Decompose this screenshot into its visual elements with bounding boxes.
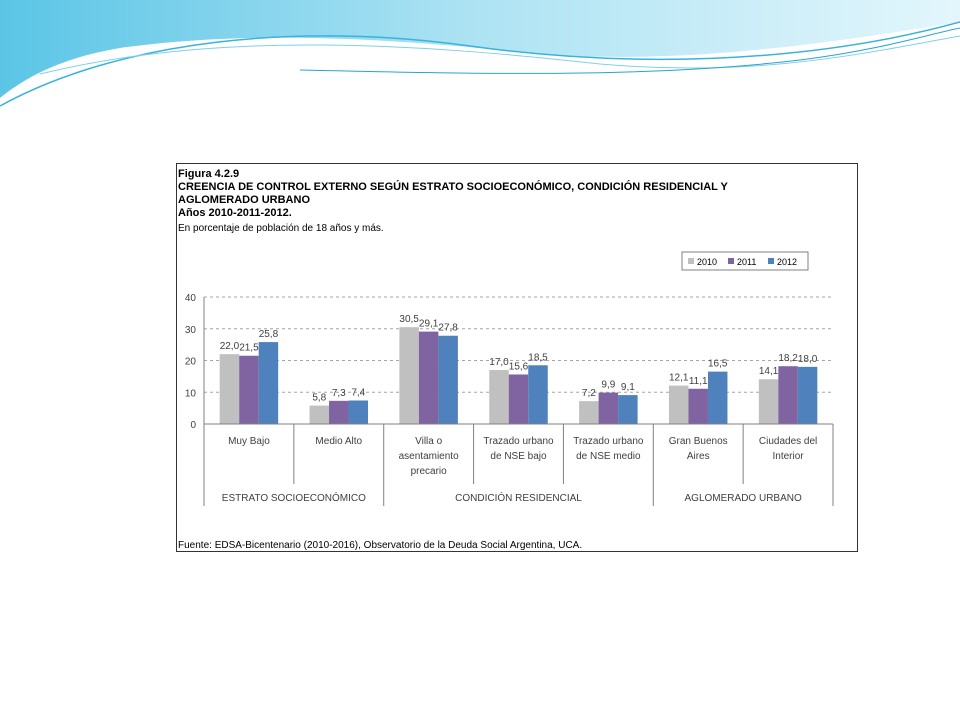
figure-title-line-2: AGLOMERADO URBANO — [178, 194, 310, 206]
bar-value-label: 16,5 — [708, 359, 728, 370]
bar — [489, 370, 509, 424]
figure-title-line-1: CREENCIA DE CONTROL EXTERNO SEGÚN ESTRAT… — [178, 181, 728, 193]
figure-source: Fuente: EDSA-Bicentenario (2010-2016), O… — [178, 540, 583, 551]
bar-value-label: 21,5 — [239, 343, 259, 354]
category-label: precario — [411, 466, 448, 477]
bar-value-label: 18,5 — [528, 352, 548, 363]
category-label: Interior — [773, 451, 805, 462]
figure-panel: Figura 4.2.9 CREENCIA DE CONTROL EXTERNO… — [176, 163, 858, 552]
legend-swatch — [768, 258, 774, 264]
figure-subtitle: En porcentaje de población de 18 años y … — [178, 223, 384, 234]
bar — [399, 327, 419, 424]
bar — [219, 354, 240, 424]
bar-value-label: 22,0 — [220, 341, 240, 352]
group-label: ESTRATO SOCIOECONÓMICO — [222, 491, 366, 504]
bar-value-label: 12,1 — [669, 373, 689, 384]
bar-value-label: 7,4 — [351, 388, 365, 399]
category-label: Ciudades del — [759, 436, 817, 447]
figure-number: Figura 4.2.9 — [178, 168, 240, 180]
bar — [508, 374, 529, 424]
legend-swatch — [688, 258, 694, 264]
bar-value-label: 18,0 — [798, 354, 818, 365]
legend-swatch — [728, 258, 734, 264]
bar — [528, 365, 548, 424]
category-label: asentamiento — [399, 451, 459, 462]
legend-box — [681, 251, 809, 271]
bar-value-label: 27,8 — [438, 323, 458, 334]
bar-value-label: 15,6 — [509, 361, 529, 372]
bar — [438, 335, 458, 424]
bar — [618, 395, 638, 424]
y-tick-label: 20 — [185, 357, 197, 368]
figure-years: Años 2010-2011-2012. — [178, 207, 292, 219]
bar — [348, 400, 369, 424]
bar — [797, 366, 818, 424]
legend-label: 2011 — [737, 257, 756, 267]
bar-value-label: 25,8 — [259, 329, 279, 340]
category-label: Trazado urbano — [573, 436, 644, 447]
bar-value-label: 9,9 — [601, 380, 615, 391]
category-label: Aires — [687, 451, 710, 462]
bar — [758, 379, 779, 424]
bar-value-label: 7,3 — [332, 388, 346, 399]
bar — [707, 371, 728, 424]
bar — [418, 331, 439, 424]
y-tick-label: 0 — [190, 420, 196, 431]
category-label: Trazado urbano — [483, 436, 554, 447]
group-label: AGLOMERADO URBANO — [685, 493, 802, 504]
decorative-wave-header — [0, 0, 960, 107]
y-tick-label: 30 — [185, 325, 197, 336]
bar-value-label: 9,1 — [621, 382, 635, 393]
bar-value-label: 14,1 — [759, 366, 779, 377]
bar-value-label: 29,1 — [419, 319, 439, 330]
bar — [239, 355, 259, 424]
bar-value-label: 18,2 — [778, 353, 798, 364]
bar-chart: 0 10 20 30 40 22,0 5,8 30,5 17,0 7,2 12,1 14,1 21,5 7… — [185, 251, 834, 506]
category-label: Gran Buenos — [669, 436, 728, 447]
category-label: de NSE medio — [576, 451, 641, 462]
bar — [688, 388, 708, 424]
bar — [329, 400, 349, 424]
category-label: Medio Alto — [315, 436, 362, 447]
bar — [579, 401, 599, 424]
bar — [598, 392, 619, 424]
bar — [668, 385, 689, 424]
category-label: Villa o — [415, 436, 442, 447]
bar-value-label: 5,8 — [312, 393, 326, 404]
category-label: de NSE bajo — [490, 451, 547, 462]
bar-value-label: 7,2 — [582, 388, 596, 399]
bar — [258, 342, 279, 424]
y-tick-label: 40 — [185, 293, 197, 304]
legend-label: 2012 — [777, 257, 797, 267]
legend-label: 2010 — [697, 257, 717, 267]
bar-value-label: 30,5 — [399, 314, 419, 325]
bar-value-label: 17,0 — [489, 357, 509, 368]
bar-value-label: 11,1 — [689, 376, 708, 387]
bar — [309, 405, 330, 424]
category-label: Muy Bajo — [228, 436, 270, 447]
group-label: CONDICIÓN RESIDENCIAL — [455, 491, 582, 504]
y-tick-label: 10 — [185, 388, 197, 399]
bar — [778, 366, 798, 424]
